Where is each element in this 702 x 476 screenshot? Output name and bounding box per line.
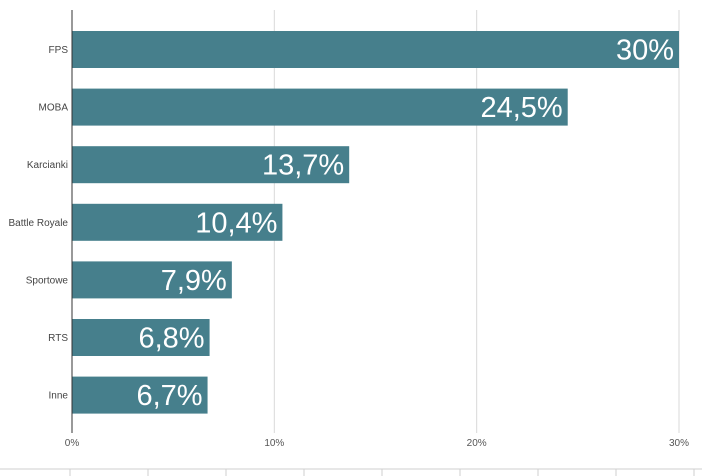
- category-label-5: RTS: [48, 333, 68, 344]
- bottom-strip: [0, 468, 702, 476]
- data-label-2: 13,7%: [262, 150, 344, 182]
- bar-1: [72, 88, 568, 126]
- x-tick-label-2: 20%: [467, 438, 487, 449]
- category-label-1: MOBA: [39, 103, 69, 114]
- bars: 30% 24,5% 13,7% 10,4% 7,9% 6,8% 6,7%: [72, 31, 679, 414]
- x-tick-labels: 0% 10% 20% 30%: [65, 438, 689, 449]
- data-label-0: 30%: [616, 35, 674, 67]
- category-label-2: Karcianki: [27, 160, 68, 171]
- bar-2: [72, 146, 350, 184]
- x-tick-label-1: 10%: [264, 438, 284, 449]
- bar-4: [72, 261, 232, 299]
- bar-0: [72, 31, 679, 68]
- bar-5: [72, 319, 210, 356]
- data-label-6: 6,7%: [136, 380, 202, 412]
- data-label-4: 7,9%: [161, 265, 227, 297]
- x-tick-label-0: 0%: [65, 438, 80, 449]
- category-label-3: Battle Royale: [9, 218, 69, 229]
- gridlines: [273, 10, 680, 433]
- x-tick-label-3: 30%: [669, 438, 689, 449]
- data-label-5: 6,8%: [138, 323, 204, 355]
- data-label-3: 10,4%: [195, 207, 277, 239]
- category-labels: FPS MOBA Karcianki Battle Royale Sportowe RTS…: [9, 45, 69, 402]
- bar-3: [72, 203, 283, 241]
- bar-6: [72, 376, 208, 414]
- category-label-6: Inne: [49, 391, 69, 402]
- data-label-1: 24,5%: [480, 92, 562, 124]
- category-label-4: Sportowe: [26, 275, 69, 286]
- category-label-0: FPS: [49, 45, 69, 56]
